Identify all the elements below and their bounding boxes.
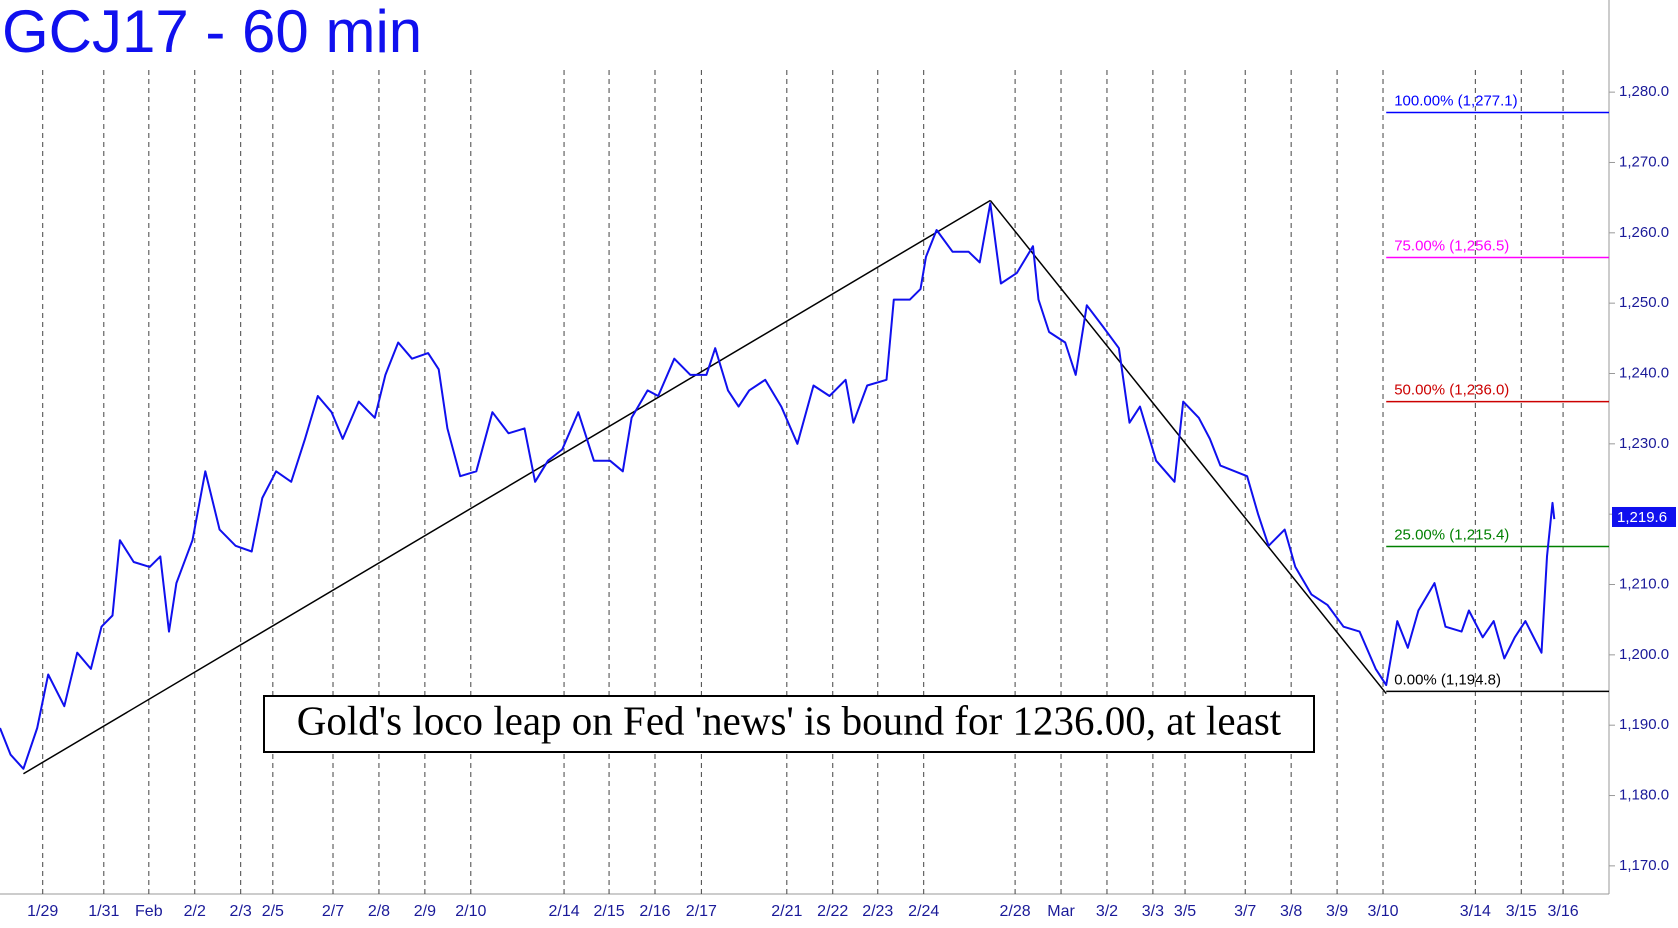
x-tick-label: 2/2: [184, 903, 206, 920]
x-tick-label: 3/10: [1367, 903, 1398, 920]
x-tick-label: 2/28: [1000, 903, 1031, 920]
x-tick-label: 3/2: [1096, 903, 1118, 920]
x-tick-label: 3/3: [1142, 903, 1164, 920]
last-price-box: [1612, 506, 1676, 527]
trendline: [989, 199, 1387, 695]
x-tick-label: 2/21: [771, 903, 802, 920]
x-tick-label: 2/16: [639, 903, 670, 920]
x-tick-label: 2/10: [455, 903, 486, 920]
y-tick-label: 1,260.0: [1619, 224, 1669, 241]
x-tick-label: 2/8: [368, 903, 390, 920]
x-tick-label: 2/22: [817, 903, 848, 920]
x-tick-label: 1/29: [27, 903, 58, 920]
x-tick-label: 3/8: [1280, 903, 1302, 920]
y-tick-label: 1,250.0: [1619, 294, 1669, 311]
chart-title: GCJ17 - 60 min: [2, 0, 422, 65]
fib-label: 0.00% (1,194.8): [1394, 671, 1501, 688]
price-line: [0, 202, 1556, 770]
x-tick-label: 3/14: [1460, 903, 1491, 920]
x-tick-label: 2/7: [322, 903, 344, 920]
trendline: [23, 199, 991, 775]
y-tick-label: 1,270.0: [1619, 153, 1669, 170]
x-tick-label: 2/5: [262, 903, 284, 920]
x-tick-label: 2/23: [862, 903, 893, 920]
annotation: Gold's loco leap on Fed 'news' is bound …: [297, 697, 1282, 743]
x-tick-label: 3/15: [1506, 903, 1537, 920]
x-tick-label: Feb: [135, 903, 163, 920]
y-tick-label: 1,190.0: [1619, 716, 1669, 733]
x-tick-label: 2/17: [686, 903, 717, 920]
fib-label: 50.00% (1,236.0): [1394, 382, 1509, 399]
x-tick-label: 3/9: [1326, 903, 1348, 920]
x-tick-label: 3/5: [1174, 903, 1196, 920]
last-price-label: 1,219.6: [1617, 509, 1667, 526]
fib-label: 75.00% (1,256.5): [1394, 237, 1509, 254]
annotation-box: [263, 695, 1315, 753]
x-tick-label: 2/9: [414, 903, 436, 920]
y-tick-label: 1,170.0: [1619, 857, 1669, 874]
x-tick-label: 2/15: [593, 903, 624, 920]
x-tick-label: 3/16: [1547, 903, 1578, 920]
y-tick-label: 1,210.0: [1619, 575, 1669, 592]
fib-label: 25.00% (1,215.4): [1394, 526, 1509, 543]
y-tick-label: 1,180.0: [1619, 786, 1669, 803]
x-tick-label: 1/31: [88, 903, 119, 920]
fib-label: 100.00% (1,277.1): [1394, 93, 1517, 110]
y-tick-label: 1,200.0: [1619, 646, 1669, 663]
y-tick-label: 1,280.0: [1619, 83, 1669, 100]
y-tick-label: 1,240.0: [1619, 364, 1669, 381]
x-tick-label: Mar: [1047, 903, 1075, 920]
x-tick-label: 3/7: [1234, 903, 1256, 920]
x-tick-label: 2/3: [230, 903, 252, 920]
y-tick-label: 1,230.0: [1619, 435, 1669, 452]
x-tick-label: 2/24: [908, 903, 939, 920]
x-tick-label: 2/14: [548, 903, 579, 920]
